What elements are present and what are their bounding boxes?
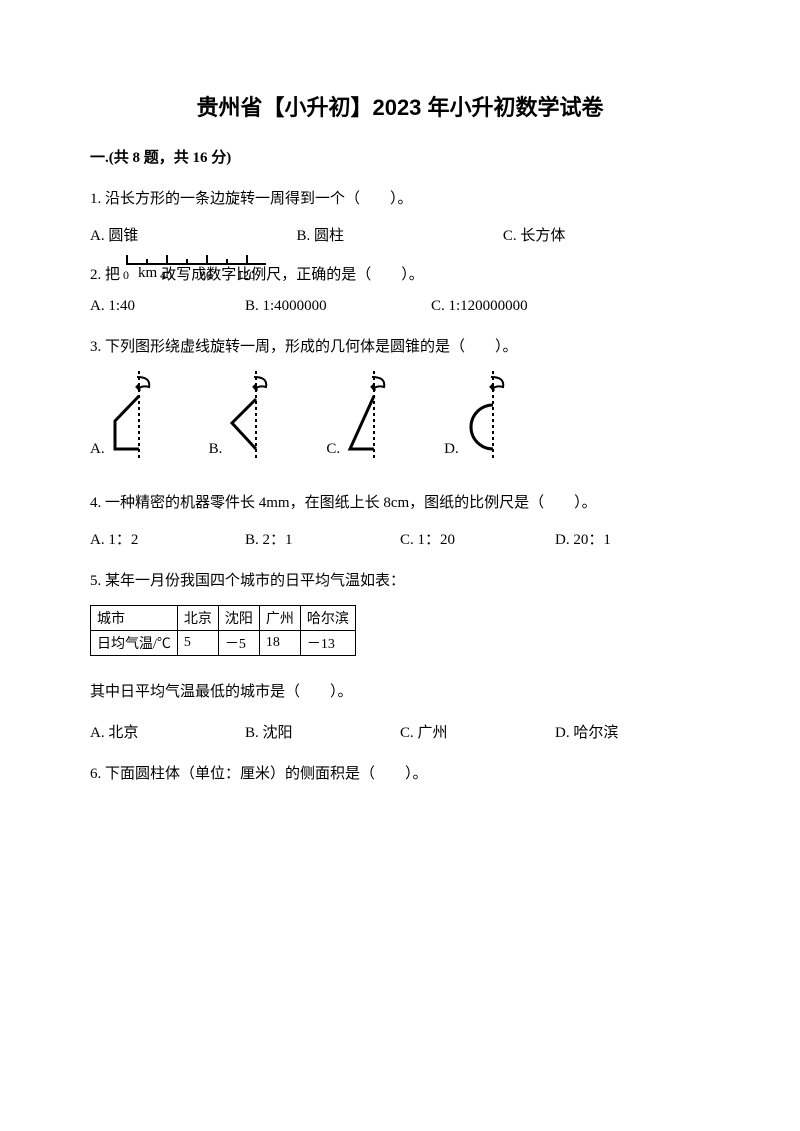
q1-option-a: A. 圆锥 <box>90 224 296 245</box>
q4-option-d: D. 20：1 <box>555 528 710 549</box>
q3-option-d: D. <box>444 371 523 461</box>
q4-text: 4. 一种精密的机器零件长 4mm，在图纸上长 8cm，图纸的比例尺是（ ）。 <box>90 489 710 518</box>
q5-option-c: C. 广州 <box>400 721 555 742</box>
q3-text: 3. 下列图形绕虚线旋转一周，形成的几何体是圆锥的是（ ）。 <box>90 333 710 362</box>
q3-option-a: A. <box>90 371 169 461</box>
q2-options: A. 1:40 B. 1:4000000 C. 1:120000000 <box>90 298 710 315</box>
table-row: 日均气温/℃ 5 －5 18 －13 <box>91 631 356 656</box>
q1-option-b: B. 圆柱 <box>296 224 502 245</box>
rotation-shape-b-icon <box>226 371 286 461</box>
page-title: 贵州省【小升初】2023 年小升初数学试卷 <box>90 90 710 122</box>
q6-text: 6. 下面圆柱体（单位：厘米）的侧面积是（ ）。 <box>90 760 710 789</box>
q1-option-c: C. 长方体 <box>503 224 709 245</box>
cell-gz-temp: 18 <box>259 631 300 656</box>
ruler-label-3: 120 <box>237 268 255 283</box>
q5-options: A. 北京 B. 沈阳 C. 广州 D. 哈尔滨 <box>90 721 710 742</box>
cell-heb: 哈尔滨 <box>300 606 355 631</box>
q5-option-b: B. 沈阳 <box>245 721 400 742</box>
q1-options: A. 圆锥 B. 圆柱 C. 长方体 <box>90 224 710 245</box>
cell-temp-header: 日均气温/℃ <box>91 631 178 656</box>
q2-unit: km <box>138 265 157 282</box>
q5-text: 5. 某年一月份我国四个城市的日平均气温如表： <box>90 567 710 596</box>
ruler-label-1: 40 <box>160 268 172 283</box>
ruler-label-0: 0 <box>123 268 129 283</box>
rotation-shape-a-icon <box>109 371 169 461</box>
cell-gz: 广州 <box>259 606 300 631</box>
q4-options: A. 1：2 B. 2：1 C. 1：20 D. 20：1 <box>90 528 710 549</box>
cell-sy: 沈阳 <box>218 606 259 631</box>
q2-pre: 2. 把 <box>90 263 120 284</box>
q3-label-c: C. <box>326 442 340 461</box>
q5-follow: 其中日平均气温最低的城市是（ ）。 <box>90 678 710 707</box>
cell-bj-temp: 5 <box>177 631 218 656</box>
q1-text: 1. 沿长方形的一条边旋转一周得到一个（ ）。 <box>90 185 710 214</box>
cell-city-header: 城市 <box>91 606 178 631</box>
q4-option-b: B. 2：1 <box>245 528 400 549</box>
q5-option-d: D. 哈尔滨 <box>555 721 710 742</box>
q3-option-c: C. <box>326 371 404 461</box>
q4-option-a: A. 1：2 <box>90 528 245 549</box>
q3-shapes: A. B. C. <box>90 371 710 461</box>
q5-table: 城市 北京 沈阳 广州 哈尔滨 日均气温/℃ 5 －5 18 －13 <box>90 605 356 656</box>
cell-sy-temp: －5 <box>218 631 259 656</box>
q3-label-a: A. <box>90 442 105 461</box>
rotation-shape-d-icon <box>463 371 523 461</box>
rotation-shape-c-icon <box>344 371 404 461</box>
q2-option-a: A. 1:40 <box>90 298 245 315</box>
q2-option-b: B. 1:4000000 <box>245 298 431 315</box>
q3-option-b: B. <box>209 371 287 461</box>
table-row: 城市 北京 沈阳 广州 哈尔滨 <box>91 606 356 631</box>
section-1-heading: 一.(共 8 题，共 16 分) <box>90 146 710 167</box>
q3-label-d: D. <box>444 442 459 461</box>
q2-option-c: C. 1:120000000 <box>431 298 617 315</box>
q2-text: 2. 把 0 40 80 120 km 改写成数字比例尺，正确的是（ ）。 <box>90 263 710 284</box>
q5-option-a: A. 北京 <box>90 721 245 742</box>
ruler-label-2: 80 <box>200 268 212 283</box>
exam-page: 贵州省【小升初】2023 年小升初数学试卷 一.(共 8 题，共 16 分) 1… <box>0 0 800 1131</box>
q3-label-b: B. <box>209 442 223 461</box>
cell-bj: 北京 <box>177 606 218 631</box>
cell-heb-temp: －13 <box>300 631 355 656</box>
q4-option-c: C. 1：20 <box>400 528 555 549</box>
